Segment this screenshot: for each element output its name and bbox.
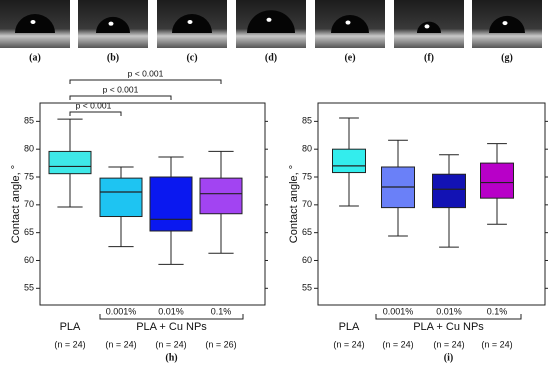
significance-label: p < 0.001 [128, 68, 164, 78]
box [48, 150, 92, 175]
n-label: (n = 24) [382, 339, 413, 349]
droplet [96, 16, 130, 33]
droplet [15, 14, 55, 33]
photo-label: (e) [344, 52, 355, 63]
y-tick-label: 80 [24, 144, 34, 154]
n-label: (n = 24) [105, 339, 136, 349]
highlight [30, 20, 36, 24]
y-tick-label: 60 [302, 255, 312, 265]
photo-label: (d) [265, 52, 277, 63]
y-tick-label: 70 [24, 199, 34, 209]
photo-label: (a) [29, 52, 41, 63]
y-axis-label: Contact angle, ° [10, 165, 22, 243]
photo-label: (c) [186, 52, 197, 63]
droplet [489, 15, 525, 33]
x-tick-label: 0.001% [383, 306, 414, 316]
y-tick-label: 80 [302, 144, 312, 154]
significance-bracket [69, 111, 122, 116]
n-label: (n = 24) [433, 339, 464, 349]
box [149, 176, 193, 232]
n-label: (n = 26) [205, 339, 236, 349]
photo-label: (b) [107, 52, 119, 63]
y-tick-label: 85 [302, 116, 312, 126]
significance-bracket [69, 95, 172, 100]
droplet [331, 14, 369, 33]
y-tick-label: 55 [302, 283, 312, 293]
highlight [266, 17, 272, 22]
y-tick-label: 85 [24, 116, 34, 126]
y-axis-label: Contact angle, ° [288, 165, 300, 243]
box [199, 177, 243, 215]
y-tick-label: 75 [302, 171, 312, 181]
photo-label: (f) [424, 52, 434, 63]
n-label: (n = 24) [481, 339, 512, 349]
n-label: (n = 24) [333, 339, 364, 349]
plot-frame [39, 102, 266, 306]
significance-label: p < 0.001 [103, 84, 139, 94]
y-tick-label: 60 [24, 255, 34, 265]
y-tick-label: 70 [302, 199, 312, 209]
box [432, 173, 466, 209]
plot-frame [317, 102, 546, 306]
x-tick-label: 0.001% [106, 306, 137, 316]
x-tick-label: 0.01% [436, 306, 462, 316]
box [480, 162, 514, 199]
droplet [247, 10, 295, 33]
group-bracket [99, 314, 244, 320]
n-label: (n = 24) [155, 339, 186, 349]
x-tick-label: 0.01% [158, 306, 184, 316]
x-tick-label: 0.1% [487, 306, 508, 316]
group-label: PLA + Cu NPs [413, 321, 484, 333]
droplet [172, 14, 212, 33]
photo-label: (g) [501, 52, 513, 63]
highlight [187, 20, 193, 24]
highlight [108, 21, 114, 26]
box [99, 177, 143, 218]
panel-label: (h) [165, 352, 177, 363]
box [332, 148, 366, 174]
highlight [345, 20, 351, 25]
y-tick-label: 55 [24, 283, 34, 293]
highlight [424, 24, 430, 29]
significance-bracket [69, 79, 222, 84]
x-tick-label: 0.1% [211, 306, 232, 316]
panel-label: (i) [444, 352, 453, 363]
y-tick-label: 65 [24, 227, 34, 237]
group-bracket [375, 314, 522, 320]
x-tick-label: PLA [339, 321, 360, 333]
n-label: (n = 24) [54, 339, 85, 349]
group-label: PLA + Cu NPs [136, 321, 207, 333]
significance-label: p < 0.001 [76, 100, 112, 110]
y-tick-label: 75 [24, 171, 34, 181]
highlight [502, 21, 508, 26]
y-tick-label: 65 [302, 227, 312, 237]
x-tick-label: PLA [60, 321, 81, 333]
